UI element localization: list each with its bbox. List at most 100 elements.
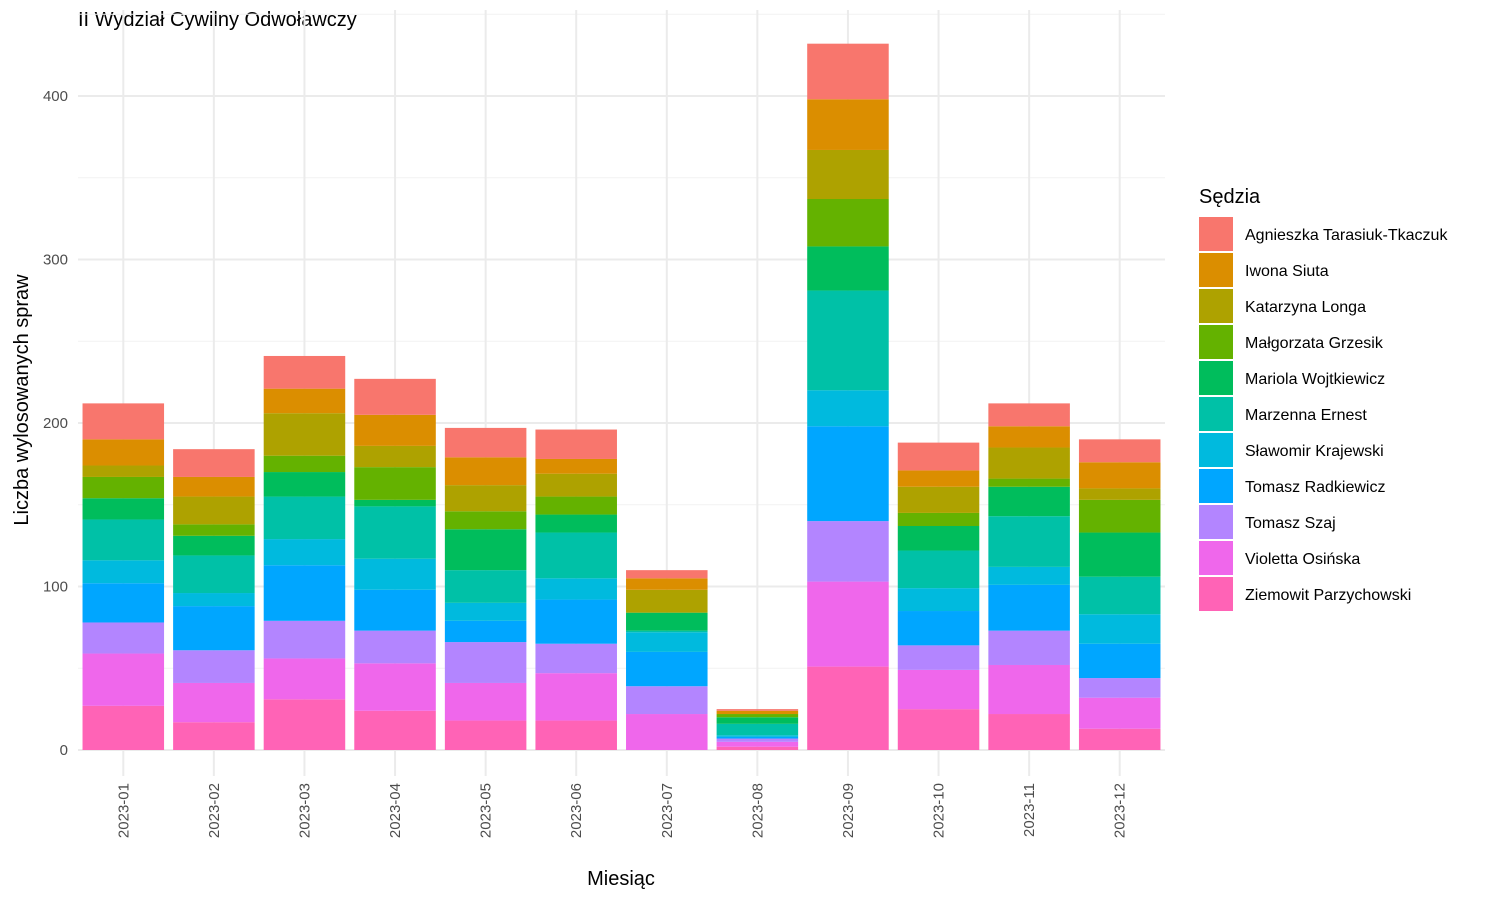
bar-segment: [263, 565, 346, 621]
bar-segment: [82, 403, 165, 440]
bar-segment: [897, 588, 980, 612]
bar-segment: [807, 390, 889, 427]
bar-segment: [173, 682, 255, 723]
bar-segment: [535, 643, 617, 674]
bar-segment: [988, 516, 1070, 567]
bar-segment: [626, 630, 708, 633]
bar-segment: [354, 558, 436, 590]
legend-swatch: [1199, 361, 1233, 395]
legend-swatch: [1199, 397, 1233, 431]
bar-segment: [82, 476, 165, 499]
x-tick-label: 2023-05: [478, 783, 495, 838]
bar-segment: [263, 658, 346, 700]
bar-segment: [173, 593, 255, 607]
bar-segment: [535, 496, 617, 515]
bar-segment: [807, 521, 889, 582]
bar-segment: [807, 43, 889, 100]
bars: [82, 43, 1161, 750]
bar-segment: [82, 439, 165, 466]
bar-segment: [1078, 499, 1161, 533]
bar-segment: [354, 589, 436, 631]
legend-label: Agnieszka Tarasiuk-Tkaczuk: [1245, 227, 1448, 244]
bar-segment: [173, 496, 255, 525]
bar-segment: [354, 506, 436, 559]
bar-segment: [173, 535, 255, 556]
bar-segment: [807, 666, 889, 750]
bar-segment: [82, 622, 165, 654]
bar-segment: [1078, 643, 1161, 679]
legend-swatch: [1199, 577, 1233, 611]
bar-segment: [988, 486, 1070, 517]
x-tick-label: 2023-06: [568, 783, 585, 838]
bar-segment: [263, 455, 346, 473]
bar-segment: [173, 650, 255, 683]
bar-segment: [173, 722, 255, 750]
bar-segment: [82, 498, 165, 520]
bar-segment: [897, 512, 980, 527]
y-tick-label: 100: [43, 579, 68, 596]
bar-segment: [354, 499, 436, 507]
bar-segment: [444, 485, 527, 512]
legend-label: Iwona Siuta: [1245, 263, 1329, 280]
legend-label: Tomasz Radkiewicz: [1245, 479, 1385, 496]
bar-segment: [988, 566, 1070, 585]
bar-segment: [535, 673, 617, 721]
bar-segment: [444, 511, 527, 530]
bar-segment: [444, 720, 527, 750]
bar-segment: [626, 612, 708, 631]
bar-segment: [444, 427, 527, 458]
bar-segment: [988, 403, 1070, 427]
bar-segment: [897, 470, 980, 487]
bar-segment: [173, 476, 255, 497]
bar-segment: [807, 290, 889, 391]
bar-segment: [807, 199, 889, 247]
legend-label: Katarzyna Longa: [1245, 299, 1366, 316]
bar-segment: [988, 630, 1070, 665]
x-tick-label: 2023-09: [840, 783, 857, 838]
bar-segment: [263, 699, 346, 750]
bar-segment: [897, 709, 980, 750]
bar-segment: [354, 467, 436, 500]
bar-segment: [1078, 462, 1161, 489]
bar-segment: [535, 532, 617, 579]
bar-segment: [444, 620, 527, 643]
x-tick-label: 2023-12: [1112, 783, 1129, 838]
legend-label: Małgorzata Grzesik: [1245, 335, 1384, 352]
bar-segment: [354, 378, 436, 415]
bar-segment: [82, 560, 165, 584]
bar-segment: [535, 429, 617, 459]
bar-segment: [807, 581, 889, 667]
bar-segment: [626, 570, 708, 579]
y-tick-label: 200: [43, 415, 68, 432]
bar-segment: [897, 526, 980, 551]
bar-segment: [626, 686, 708, 715]
bar-segment: [1078, 576, 1161, 615]
bar-segment: [716, 723, 799, 736]
bar-segment: [897, 486, 980, 513]
bar-segment: [807, 246, 889, 291]
bar-segment: [897, 669, 980, 710]
bar-segment: [988, 426, 1070, 448]
y-tick-label: 300: [43, 252, 68, 269]
legend-swatch: [1199, 217, 1233, 251]
legend-swatch: [1199, 253, 1233, 287]
bar-segment: [988, 714, 1070, 750]
y-tick-label: 0: [60, 742, 68, 759]
bar-segment: [354, 414, 436, 446]
bar-segment: [535, 458, 617, 474]
bar-segment: [626, 589, 708, 613]
bar-segment: [173, 606, 255, 651]
x-axis-ticks: 2023-01 2023-02 2023-03 2023-04 2023-05 2023-…: [115, 783, 1128, 838]
x-tick-label: 2023-02: [206, 783, 223, 838]
legend-swatch: [1199, 469, 1233, 503]
bar-segment: [82, 653, 165, 706]
bar-segment: [626, 578, 708, 590]
y-axis-ticks: 0 100 200 300 400: [43, 88, 68, 759]
bar-segment: [535, 599, 617, 644]
bar-segment: [354, 630, 436, 664]
x-tick-label: 2023-08: [749, 783, 766, 838]
bar-segment: [354, 710, 436, 750]
legend-swatch: [1199, 541, 1233, 575]
bar-segment: [988, 664, 1070, 715]
